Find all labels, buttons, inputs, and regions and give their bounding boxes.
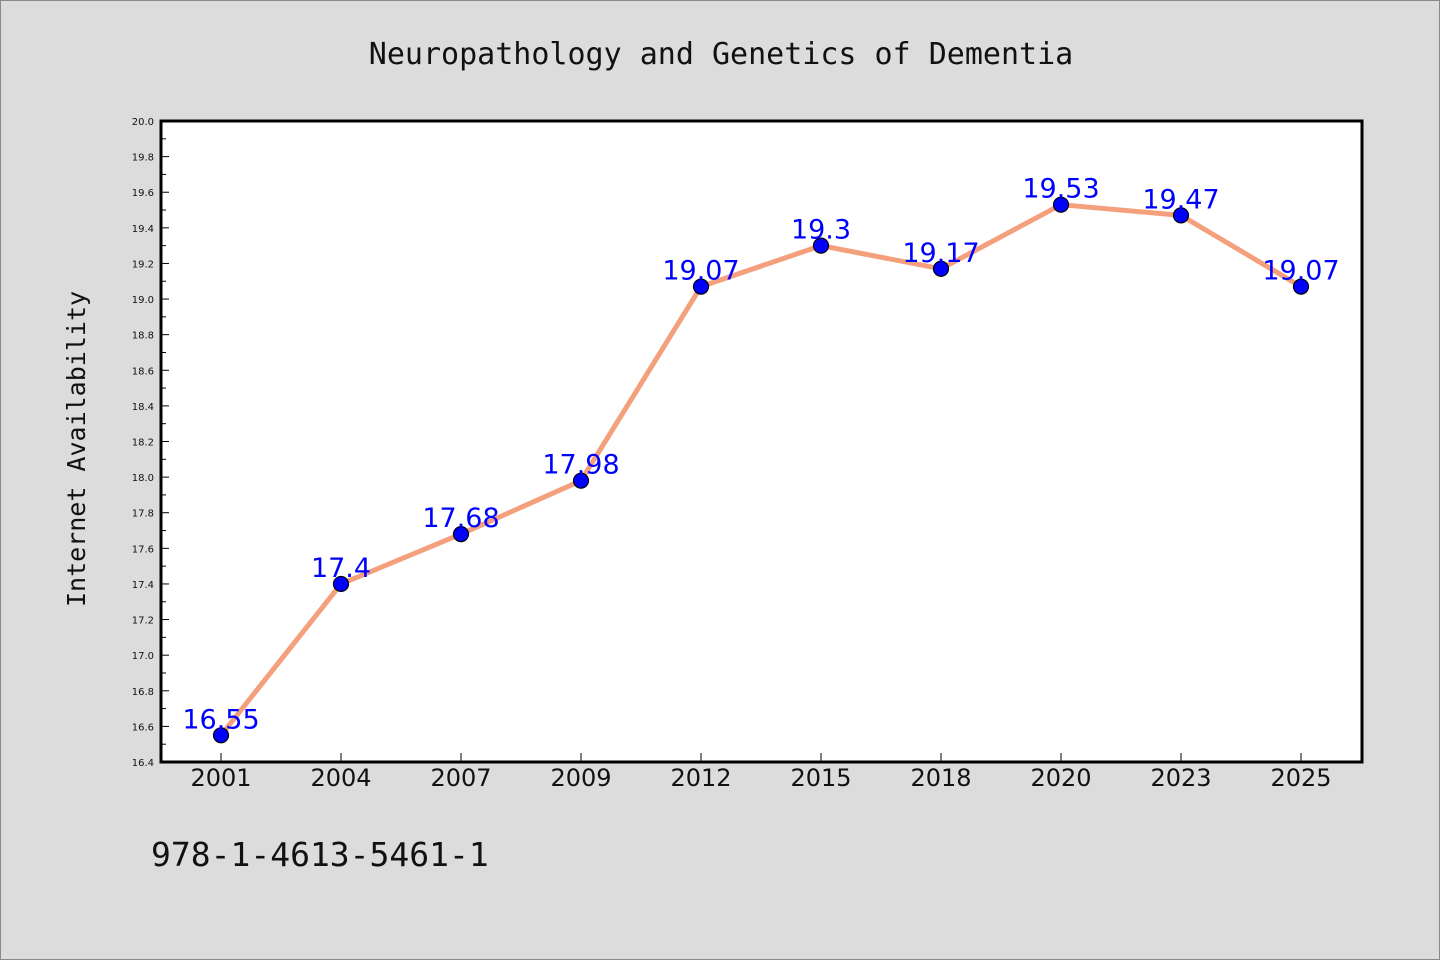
y-tick-label: 19.6 bbox=[132, 188, 154, 199]
y-tick-label: 18.0 bbox=[132, 473, 154, 484]
data-point bbox=[1172, 207, 1190, 224]
chart-title: Neuropathology and Genetics of Dementia bbox=[369, 37, 1073, 72]
data-point bbox=[332, 575, 350, 593]
x-tick-label: 2007 bbox=[430, 764, 491, 792]
y-tick-label: 18.8 bbox=[132, 331, 154, 342]
x-tick-label: 2012 bbox=[670, 764, 731, 792]
x-tick-label: 2004 bbox=[310, 764, 371, 792]
x-axis: 2001 2004 2007 2009 2012 2015 2018 2020 2023 2025 bbox=[190, 753, 1332, 792]
y-tick-label: 20.0 bbox=[132, 117, 154, 128]
x-tick-label: 2020 bbox=[1030, 764, 1091, 792]
y-axis: 16.4 16.6 16.8 17.0 17.2 17.4 17.6 17.8 18.0 18.2… bbox=[132, 117, 169, 769]
data-point bbox=[1052, 196, 1070, 213]
x-tick-label: 2009 bbox=[550, 764, 611, 792]
y-tick-label: 17.8 bbox=[132, 509, 154, 520]
y-tick-label: 18.6 bbox=[132, 366, 154, 377]
data-point bbox=[452, 525, 470, 543]
data-label: 19.47 bbox=[1142, 184, 1219, 215]
y-tick-label: 16.6 bbox=[132, 722, 154, 733]
data-label: 19.53 bbox=[1022, 174, 1099, 205]
y-tick-label: 18.4 bbox=[132, 402, 154, 413]
y-tick-label: 19.8 bbox=[132, 153, 154, 164]
y-tick-label: 17.0 bbox=[132, 651, 154, 662]
x-tick-label: 2018 bbox=[910, 764, 971, 792]
x-tick-label: 2001 bbox=[190, 764, 251, 792]
plot-area bbox=[159, 119, 1364, 764]
data-point bbox=[812, 237, 830, 254]
x-tick-label: 2025 bbox=[1270, 764, 1331, 792]
y-tick-label: 18.2 bbox=[132, 438, 154, 449]
y-tick-label: 16.8 bbox=[132, 687, 154, 698]
y-tick-label: 19.4 bbox=[132, 224, 154, 235]
y-tick-label: 17.2 bbox=[132, 616, 154, 627]
y-tick-label: 17.6 bbox=[132, 544, 154, 555]
data-label: 19.07 bbox=[662, 256, 739, 287]
data-label: 17.98 bbox=[542, 450, 619, 481]
data-label: 17.68 bbox=[422, 503, 499, 534]
data-point bbox=[932, 260, 950, 277]
data-label: 16.55 bbox=[182, 704, 259, 735]
y-tick-label: 19.2 bbox=[132, 259, 154, 270]
data-label: 17.4 bbox=[311, 553, 371, 584]
data-label: 19.17 bbox=[902, 238, 979, 269]
footer-code: 978-1-4613-5461-1 bbox=[151, 835, 489, 874]
y-tick-label: 17.4 bbox=[132, 580, 154, 591]
y-axis-label: Internet Availability bbox=[62, 291, 91, 607]
series-revenue-line: 16.55 17.4 17.68 17.98 19.07 19.3 19.17 19.53 19… bbox=[182, 174, 1340, 744]
data-label: 19.07 bbox=[1262, 256, 1339, 287]
data-point bbox=[212, 727, 230, 744]
y-tick-label: 16.4 bbox=[132, 758, 154, 769]
data-point bbox=[572, 472, 590, 489]
data-label: 19.3 bbox=[791, 215, 851, 246]
data-point bbox=[1292, 278, 1310, 295]
data-point bbox=[692, 278, 710, 295]
series-line bbox=[218, 202, 1304, 738]
y-tick-label: 19.0 bbox=[132, 295, 154, 306]
x-tick-label: 2023 bbox=[1150, 764, 1211, 792]
x-tick-label: 2015 bbox=[790, 764, 851, 792]
